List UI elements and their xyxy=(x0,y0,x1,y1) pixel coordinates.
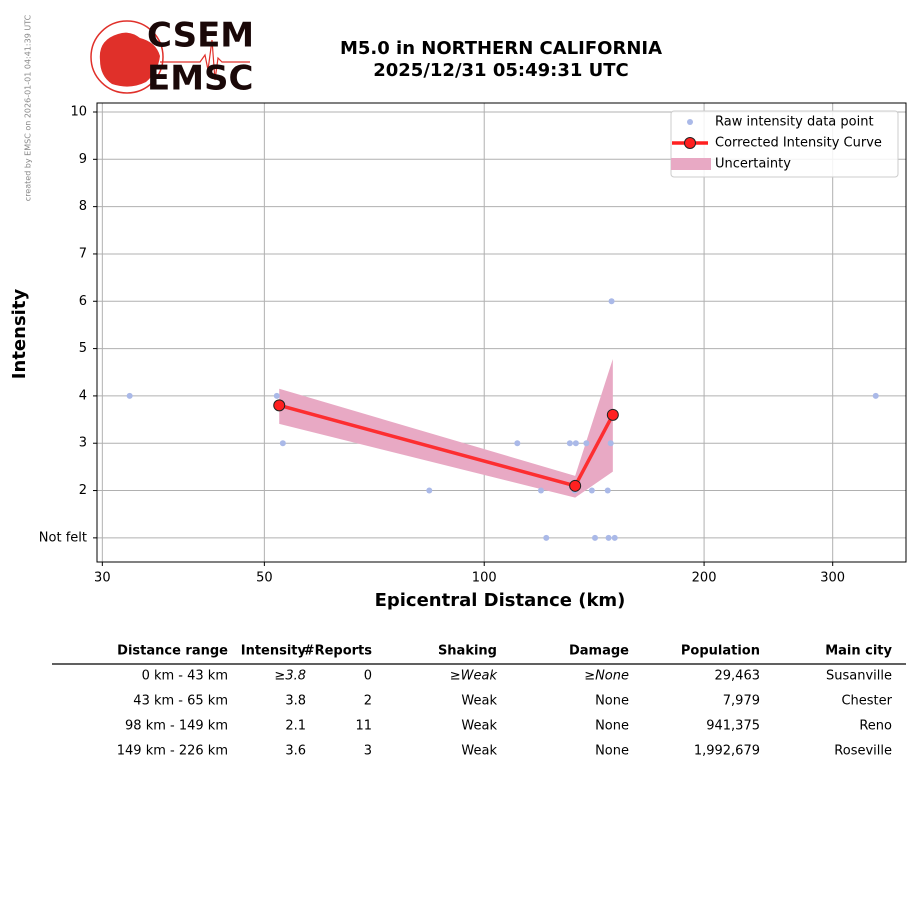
plot-frame xyxy=(96,102,907,563)
table-cell: 3 xyxy=(364,744,372,759)
y-tick-label: 2 xyxy=(79,483,87,498)
table-cell: 43 km - 65 km xyxy=(133,694,228,709)
y-tick-label: 7 xyxy=(79,246,87,261)
table-header: Distance range xyxy=(117,644,228,659)
raw-point xyxy=(872,392,879,399)
uncertainty-band xyxy=(279,358,613,498)
logo-map xyxy=(99,32,160,87)
table-cell: 2.1 xyxy=(285,719,306,734)
y-tick-label: 6 xyxy=(79,294,87,309)
table-cell: Susanville xyxy=(826,669,892,684)
table-cell: ≥3.8 xyxy=(274,669,306,684)
raw-point xyxy=(592,534,599,541)
raw-point xyxy=(583,440,590,447)
y-tick-label: 8 xyxy=(79,199,87,214)
logo-ring xyxy=(90,20,164,94)
chart-subtitle: 2025/12/31 05:49:31 UTC xyxy=(373,60,629,81)
x-tick-label: 300 xyxy=(820,571,845,586)
raw-point xyxy=(426,487,433,494)
logo: CSEM EMSC xyxy=(90,16,254,99)
raw-point xyxy=(572,440,579,447)
table-cell: None xyxy=(595,694,629,709)
table-cell: Roseville xyxy=(834,744,892,759)
raw-point xyxy=(605,534,612,541)
y-tick-label: 9 xyxy=(79,152,87,167)
raw-point xyxy=(543,534,550,541)
raw-point xyxy=(273,392,280,399)
table-header: Intensity xyxy=(241,644,307,659)
table-cell: Weak xyxy=(461,719,497,734)
legend-label: Uncertainty xyxy=(715,157,791,172)
curve-marker xyxy=(569,479,582,492)
legend-label: Corrected Intensity Curve xyxy=(715,136,882,151)
legend-symbol xyxy=(684,137,696,149)
legend-symbol xyxy=(671,158,711,170)
x-axis-label: Epicentral Distance (km) xyxy=(375,590,626,611)
chart-title: M5.0 in NORTHERN CALIFORNIA xyxy=(340,38,662,59)
y-tick-label: 5 xyxy=(79,341,87,356)
raw-point xyxy=(279,440,286,447)
raw-point xyxy=(126,392,133,399)
raw-point xyxy=(604,487,611,494)
table-cell: 0 km - 43 km xyxy=(142,669,228,684)
table-cell: None xyxy=(595,719,629,734)
raw-point xyxy=(514,440,521,447)
table-cell: 11 xyxy=(355,719,372,734)
logo-bottom: EMSC xyxy=(147,59,254,99)
curve-marker xyxy=(606,408,619,421)
legend-symbol xyxy=(687,119,693,125)
table-cell: 2 xyxy=(364,694,372,709)
y-tick-label: Not felt xyxy=(39,530,87,545)
table-cell: ≥None xyxy=(584,669,629,684)
table-cell: 149 km - 226 km xyxy=(117,744,228,759)
y-tick-label: 3 xyxy=(79,436,87,451)
table-cell: Weak xyxy=(461,744,497,759)
legend-box xyxy=(670,110,899,178)
logo-top: CSEM xyxy=(147,16,254,56)
x-tick-label: 50 xyxy=(256,571,273,586)
logo-wave xyxy=(160,39,250,81)
raw-point xyxy=(588,487,595,494)
raw-point xyxy=(537,487,544,494)
table-cell: ≥Weak xyxy=(450,669,498,684)
table-header: Damage xyxy=(569,644,629,659)
table-cell: 1,992,679 xyxy=(694,744,760,759)
y-tick-label: 4 xyxy=(79,388,87,403)
raw-point xyxy=(608,298,615,305)
table-header: Shaking xyxy=(438,644,497,659)
table-header: Main city xyxy=(825,644,892,659)
table-cell: 0 xyxy=(364,669,372,684)
table-cell: 941,375 xyxy=(706,719,760,734)
x-tick-label: 100 xyxy=(472,571,497,586)
table-header: Population xyxy=(681,644,760,659)
raw-point xyxy=(611,534,618,541)
x-tick-label: 200 xyxy=(692,571,717,586)
table-cell: 3.6 xyxy=(285,744,306,759)
table-cell: 98 km - 149 km xyxy=(125,719,228,734)
y-axis-label: Intensity xyxy=(9,289,30,380)
table-cell: 29,463 xyxy=(715,669,761,684)
y-tick-label: 10 xyxy=(70,104,87,119)
table-cell: Weak xyxy=(461,694,497,709)
table-cell: 7,979 xyxy=(723,694,760,709)
raw-point xyxy=(566,440,573,447)
watermark: created by EMSC on 2026-01-01 04:41:39 U… xyxy=(24,14,33,201)
x-tick-label: 30 xyxy=(94,571,111,586)
table-cell: None xyxy=(595,744,629,759)
table-cell: Chester xyxy=(841,694,892,709)
legend: Raw intensity data point Corrected Intens… xyxy=(670,110,899,178)
table-cell: 3.8 xyxy=(285,694,306,709)
table-header: #Reports xyxy=(304,644,373,659)
table-cell: Reno xyxy=(859,719,892,734)
legend-label: Raw intensity data point xyxy=(715,115,874,130)
curve-marker xyxy=(273,399,286,412)
raw-point xyxy=(607,440,614,447)
